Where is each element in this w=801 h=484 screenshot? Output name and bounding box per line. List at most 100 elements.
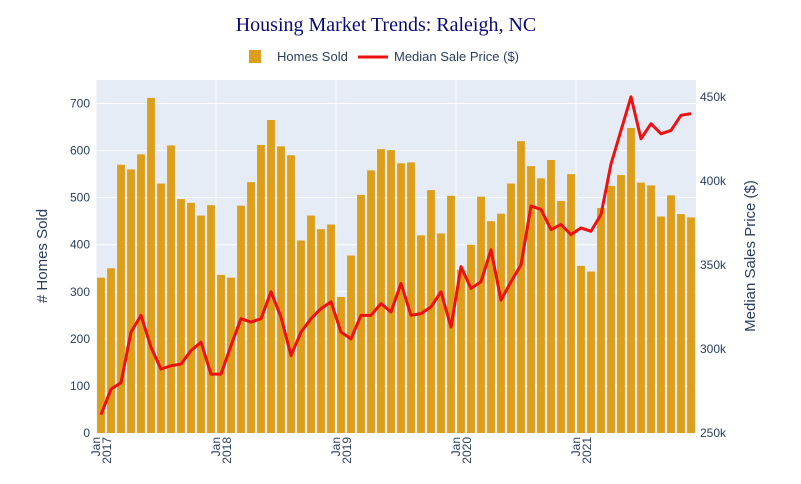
x-tick-label-month: Jan: [569, 437, 583, 456]
bar-homes-sold[interactable]: [557, 200, 565, 433]
bar-homes-sold[interactable]: [147, 97, 155, 433]
plot-area: [96, 80, 696, 433]
bar-homes-sold[interactable]: [667, 195, 675, 433]
bar-homes-sold[interactable]: [387, 150, 395, 433]
bar-homes-sold[interactable]: [127, 169, 135, 433]
y-axis-title: # Homes Sold: [34, 209, 51, 303]
y2-tick-label: 400k: [700, 174, 727, 188]
legend: Homes Sold Median Sale Price ($): [249, 49, 519, 64]
bar-homes-sold[interactable]: [197, 215, 205, 433]
bar-homes-sold[interactable]: [567, 174, 575, 433]
bar-homes-sold[interactable]: [487, 221, 495, 433]
bar-homes-sold[interactable]: [607, 185, 615, 433]
y-tick-label: 300: [70, 285, 90, 299]
bar-homes-sold[interactable]: [107, 268, 115, 433]
bar-homes-sold[interactable]: [287, 155, 295, 433]
bar-homes-sold[interactable]: [267, 120, 275, 433]
bar-homes-sold[interactable]: [177, 199, 185, 433]
bar-homes-sold[interactable]: [537, 178, 545, 433]
y-tick-label: 200: [70, 332, 90, 346]
x-tick-label-month: Jan: [329, 437, 343, 456]
bar-homes-sold[interactable]: [547, 160, 555, 433]
x-tick-label-year: 2017: [100, 437, 114, 464]
x-tick-label-month: Jan: [89, 437, 103, 456]
y-gridlines: [96, 103, 696, 387]
x-tick-label-year: 2021: [580, 437, 594, 464]
bar-homes-sold[interactable]: [217, 274, 225, 433]
bar-homes-sold[interactable]: [227, 277, 235, 433]
bar-homes-sold[interactable]: [427, 190, 435, 433]
bar-homes-sold[interactable]: [187, 202, 195, 433]
y2-tick-label: 300k: [700, 342, 727, 356]
chart-title: Housing Market Trends: Raleigh, NC: [236, 14, 537, 36]
y-tick-label: 700: [70, 97, 90, 111]
y2-tick-label: 350k: [700, 258, 727, 272]
bar-homes-sold[interactable]: [117, 164, 125, 433]
bar-homes-sold[interactable]: [517, 141, 525, 433]
y-tick-label: 100: [70, 379, 90, 393]
legend-label-homes-sold[interactable]: Homes Sold: [277, 49, 348, 64]
bar-homes-sold[interactable]: [587, 271, 595, 433]
y2-axis-title: Median Sales Price ($): [742, 180, 759, 332]
bar-homes-sold[interactable]: [657, 216, 665, 433]
bar-homes-sold[interactable]: [577, 265, 585, 433]
bar-homes-sold[interactable]: [477, 196, 485, 433]
bar-homes-sold[interactable]: [327, 224, 335, 433]
x-tick-label-month: Jan: [209, 437, 223, 456]
bar-homes-sold[interactable]: [407, 162, 415, 433]
bar-homes-sold[interactable]: [137, 154, 145, 433]
x-tick-label-year: 2019: [340, 437, 354, 464]
bar-homes-sold[interactable]: [437, 233, 445, 433]
bar-homes-sold[interactable]: [297, 240, 305, 434]
bar-homes-sold[interactable]: [397, 163, 405, 433]
bar-homes-sold[interactable]: [497, 213, 505, 433]
x-tick-label-month: Jan: [449, 437, 463, 456]
bar-homes-sold[interactable]: [97, 277, 105, 433]
y2-axis-ticks: 250k 300k 350k 400k 450k: [700, 90, 727, 440]
bar-homes-sold[interactable]: [457, 269, 465, 433]
y-tick-label: 500: [70, 191, 90, 205]
legend-swatch-homes-sold[interactable]: [249, 50, 261, 63]
x-tick-label-year: 2020: [460, 437, 474, 464]
bar-homes-sold[interactable]: [417, 235, 425, 433]
bar-homes-sold[interactable]: [347, 255, 355, 433]
y-tick-label: 400: [70, 238, 90, 252]
y-tick-label: 0: [83, 426, 90, 440]
bar-homes-sold[interactable]: [597, 208, 605, 433]
bar-homes-sold[interactable]: [507, 183, 515, 433]
bar-homes-sold[interactable]: [247, 182, 255, 433]
bar-homes-sold[interactable]: [647, 185, 655, 433]
bar-homes-sold[interactable]: [257, 144, 265, 433]
bar-homes-sold[interactable]: [277, 146, 285, 434]
y-tick-label: 600: [70, 144, 90, 158]
legend-label-median-sale-price[interactable]: Median Sale Price ($): [394, 49, 519, 64]
bar-homes-sold[interactable]: [377, 149, 385, 433]
bar-homes-sold[interactable]: [307, 215, 315, 433]
bar-homes-sold[interactable]: [157, 183, 165, 433]
median-sale-price-line: [99, 95, 692, 416]
x-tick-label-year: 2018: [220, 437, 234, 464]
bar-homes-sold[interactable]: [317, 229, 325, 433]
bar-homes-sold[interactable]: [527, 166, 535, 433]
bar-homes-sold[interactable]: [677, 214, 685, 433]
bar-homes-sold[interactable]: [367, 170, 375, 433]
bar-homes-sold[interactable]: [467, 244, 475, 433]
bar-homes-sold[interactable]: [447, 195, 455, 433]
bar-homes-sold[interactable]: [637, 182, 645, 433]
bar-homes-sold[interactable]: [617, 175, 625, 433]
bar-homes-sold[interactable]: [167, 145, 175, 434]
bar-homes-sold[interactable]: [207, 205, 215, 433]
bar-homes-sold[interactable]: [687, 217, 695, 433]
bar-homes-sold[interactable]: [627, 128, 635, 433]
y2-tick-label: 250k: [700, 426, 727, 440]
y-axis-ticks: 0 100 200 300 400 500 600 700: [70, 97, 90, 440]
bar-homes-sold[interactable]: [337, 296, 345, 433]
